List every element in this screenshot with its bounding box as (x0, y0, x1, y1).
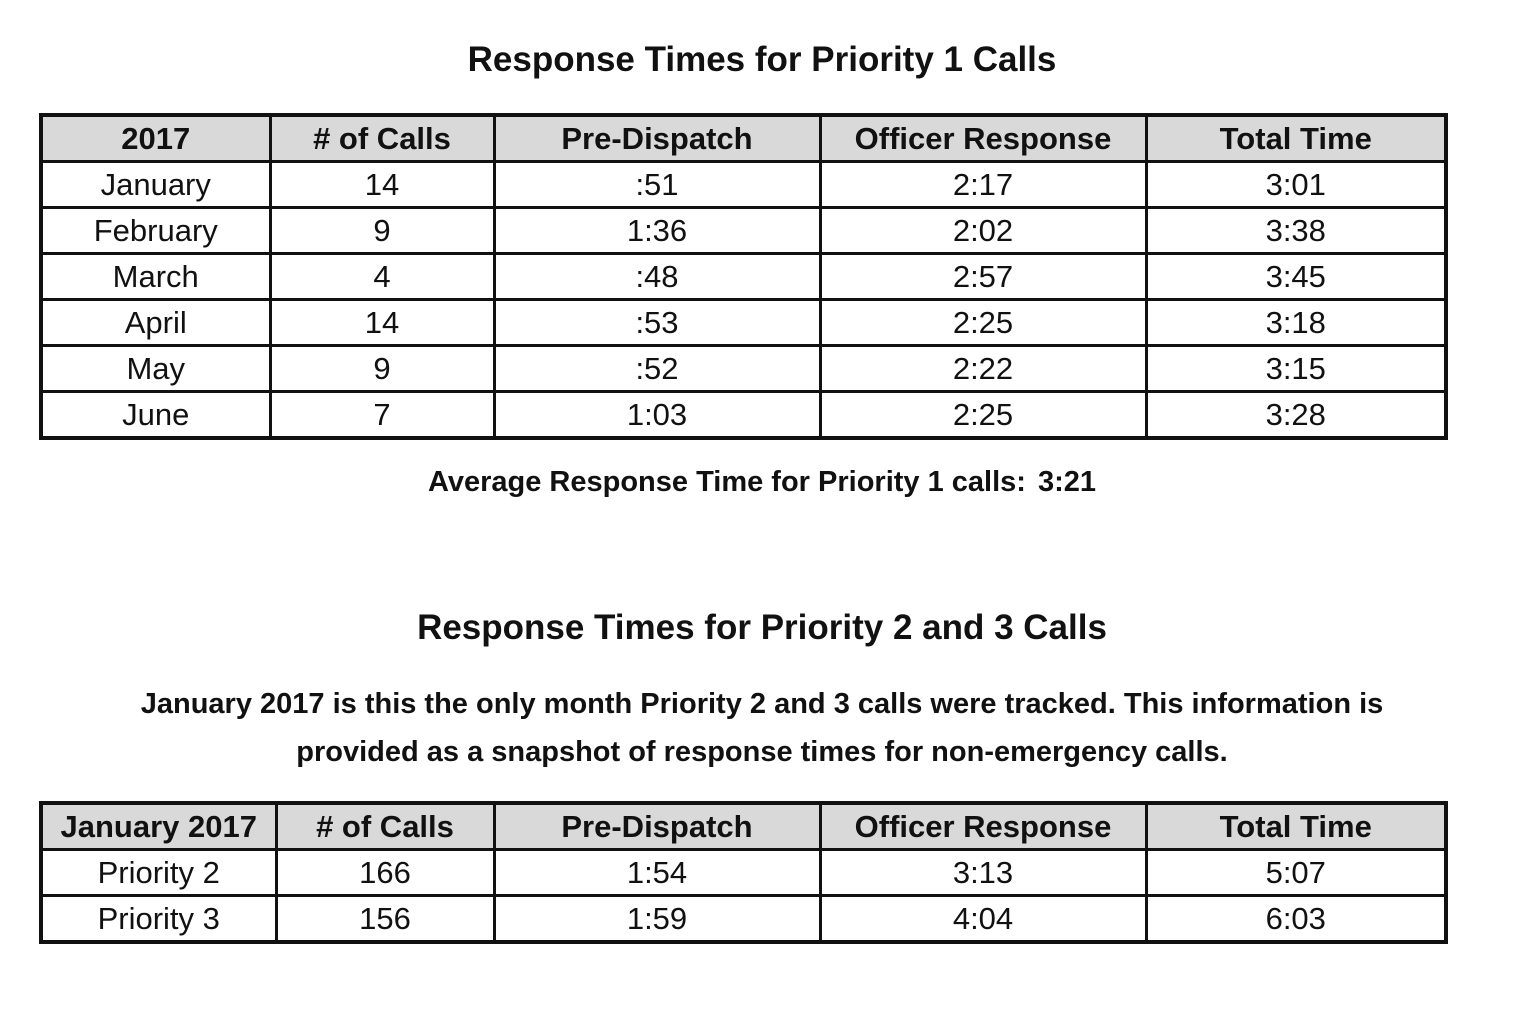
month-cell: February (39, 206, 272, 255)
header-total-time: Total Time (1144, 113, 1448, 163)
total-time-cell: 3:18 (1144, 298, 1448, 347)
header-period: January 2017 (39, 801, 278, 851)
pre-dispatch-cell: 1:36 (492, 206, 822, 255)
table-header-row: January 2017 # of Calls Pre-Dispatch Off… (39, 801, 1448, 851)
pre-dispatch-cell: :53 (492, 298, 822, 347)
header-pre-dispatch: Pre-Dispatch (492, 801, 822, 851)
total-time-cell: 5:07 (1144, 848, 1448, 897)
officer-response-cell: 2:22 (818, 344, 1148, 393)
intro-line-2: provided as a snapshot of response times… (296, 736, 1228, 768)
table-row: Priority 2 166 1:54 3:13 5:07 (39, 848, 1448, 897)
pre-dispatch-cell: :48 (492, 252, 822, 301)
priority-2-3-title: Response Times for Priority 2 and 3 Call… (417, 608, 1107, 647)
officer-response-cell: 4:04 (818, 894, 1148, 944)
pre-dispatch-cell: :52 (492, 344, 822, 393)
month-cell: May (39, 344, 272, 393)
table-row: June 7 1:03 2:25 3:28 (39, 390, 1448, 440)
average-response-value: 3:21 (1037, 466, 1096, 498)
header-pre-dispatch: Pre-Dispatch (492, 113, 822, 163)
calls-cell: 9 (268, 344, 496, 393)
month-cell: March (39, 252, 272, 301)
officer-response-cell: 2:25 (818, 390, 1148, 440)
total-time-cell: 3:45 (1144, 252, 1448, 301)
header-officer-response: Officer Response (818, 113, 1148, 163)
calls-cell: 4 (268, 252, 496, 301)
month-cell: June (39, 390, 272, 440)
calls-cell: 156 (274, 894, 496, 944)
officer-response-cell: 2:02 (818, 206, 1148, 255)
average-response-note: Average Response Time for Priority 1 cal… (0, 458, 1524, 506)
priority-cell: Priority 3 (39, 894, 278, 944)
month-cell: January (39, 160, 272, 209)
header-total-time: Total Time (1144, 801, 1448, 851)
total-time-cell: 3:01 (1144, 160, 1448, 209)
total-time-cell: 3:15 (1144, 344, 1448, 393)
total-time-cell: 3:28 (1144, 390, 1448, 440)
pre-dispatch-cell: 1:54 (492, 848, 822, 897)
table-header-row: 2017 # of Calls Pre-Dispatch Officer Res… (39, 113, 1448, 163)
officer-response-cell: 3:13 (818, 848, 1148, 897)
calls-cell: 14 (268, 160, 496, 209)
table-row: April 14 :53 2:25 3:18 (39, 298, 1448, 347)
header-calls: # of Calls (274, 801, 496, 851)
average-response-label: Average Response Time for Priority 1 cal… (427, 466, 1026, 498)
priority-2-3-table: January 2017 # of Calls Pre-Dispatch Off… (39, 801, 1448, 944)
header-calls: # of Calls (268, 113, 496, 163)
total-time-cell: 3:38 (1144, 206, 1448, 255)
officer-response-cell: 2:57 (818, 252, 1148, 301)
intro-line-1: January 2017 is this the only month Prio… (140, 688, 1384, 720)
calls-cell: 166 (274, 848, 496, 897)
pre-dispatch-cell: 1:03 (492, 390, 822, 440)
table-row: Priority 3 156 1:59 4:04 6:03 (39, 894, 1448, 944)
priority-1-title: Response Times for Priority 1 Calls (467, 40, 1057, 79)
priority-1-table: 2017 # of Calls Pre-Dispatch Officer Res… (39, 113, 1448, 440)
pre-dispatch-cell: :51 (492, 160, 822, 209)
officer-response-cell: 2:25 (818, 298, 1148, 347)
officer-response-cell: 2:17 (818, 160, 1148, 209)
header-year: 2017 (39, 113, 272, 163)
calls-cell: 7 (268, 390, 496, 440)
calls-cell: 14 (268, 298, 496, 347)
table-row: March 4 :48 2:57 3:45 (39, 252, 1448, 301)
total-time-cell: 6:03 (1144, 894, 1448, 944)
month-cell: April (39, 298, 272, 347)
priority-2-3-intro: January 2017 is this the only month Prio… (0, 680, 1524, 776)
header-officer-response: Officer Response (818, 801, 1148, 851)
table-row: January 14 :51 2:17 3:01 (39, 160, 1448, 209)
table-row: February 9 1:36 2:02 3:38 (39, 206, 1448, 255)
table-row: May 9 :52 2:22 3:15 (39, 344, 1448, 393)
pre-dispatch-cell: 1:59 (492, 894, 822, 944)
priority-cell: Priority 2 (39, 848, 278, 897)
calls-cell: 9 (268, 206, 496, 255)
